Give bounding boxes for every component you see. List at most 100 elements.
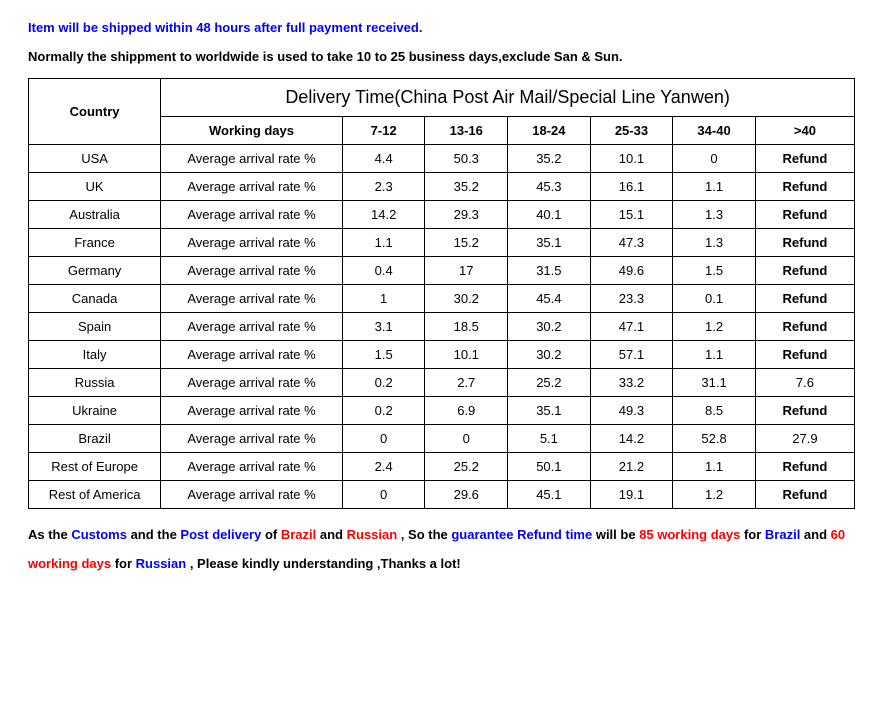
table-row: AustraliaAverage arrival rate %14.229.34… (29, 201, 855, 229)
table-row: FranceAverage arrival rate %1.115.235.14… (29, 229, 855, 257)
last-cell: Refund (755, 397, 854, 425)
value-cell: 6.9 (425, 397, 508, 425)
rate-label-cell: Average arrival rate % (161, 453, 343, 481)
table-title: Delivery Time(China Post Air Mail/Specia… (161, 79, 855, 117)
country-cell: UK (29, 173, 161, 201)
table-row: SpainAverage arrival rate %3.118.530.247… (29, 313, 855, 341)
rate-label-cell: Average arrival rate % (161, 201, 343, 229)
value-cell: 18.5 (425, 313, 508, 341)
value-cell: 52.8 (673, 425, 756, 453)
range-header: 34-40 (673, 117, 756, 145)
value-cell: 25.2 (508, 369, 591, 397)
range-header: >40 (755, 117, 854, 145)
working-days-label: Working days (161, 117, 343, 145)
value-cell: 1.2 (673, 313, 756, 341)
table-row: UKAverage arrival rate %2.335.245.316.11… (29, 173, 855, 201)
value-cell: 10.1 (425, 341, 508, 369)
value-cell: 30.2 (508, 341, 591, 369)
country-cell: Rest of Europe (29, 453, 161, 481)
last-cell: Refund (755, 453, 854, 481)
rate-label-cell: Average arrival rate % (161, 285, 343, 313)
value-cell: 30.2 (508, 313, 591, 341)
value-cell: 30.2 (425, 285, 508, 313)
delivery-table: Country Delivery Time(China Post Air Mai… (28, 78, 855, 509)
value-cell: 35.2 (425, 173, 508, 201)
value-cell: 0 (342, 481, 425, 509)
footer-segment: , So the (397, 527, 451, 542)
value-cell: 1.5 (673, 257, 756, 285)
footer-segment: guarantee Refund time (451, 527, 592, 542)
value-cell: 4.4 (342, 145, 425, 173)
last-cell: Refund (755, 313, 854, 341)
value-cell: 45.3 (508, 173, 591, 201)
rate-label-cell: Average arrival rate % (161, 229, 343, 257)
value-cell: 25.2 (425, 453, 508, 481)
footer-segment: will be (592, 527, 639, 542)
last-cell: Refund (755, 229, 854, 257)
country-cell: Australia (29, 201, 161, 229)
country-cell: Italy (29, 341, 161, 369)
last-cell: Refund (755, 481, 854, 509)
country-cell: Ukraine (29, 397, 161, 425)
table-row: UkraineAverage arrival rate %0.26.935.14… (29, 397, 855, 425)
country-cell: Germany (29, 257, 161, 285)
value-cell: 1.1 (673, 173, 756, 201)
intro-line-2: Normally the shippment to worldwide is u… (28, 49, 855, 64)
rate-label-cell: Average arrival rate % (161, 257, 343, 285)
footer-segment: for (740, 527, 765, 542)
range-header: 18-24 (508, 117, 591, 145)
last-cell: Refund (755, 285, 854, 313)
footer-segment: Post delivery (180, 527, 261, 542)
footer-segment: , Please kindly understanding ,Thanks a … (186, 556, 461, 571)
value-cell: 0 (425, 425, 508, 453)
rate-label-cell: Average arrival rate % (161, 173, 343, 201)
range-header: 13-16 (425, 117, 508, 145)
table-row: Rest of AmericaAverage arrival rate %029… (29, 481, 855, 509)
value-cell: 2.7 (425, 369, 508, 397)
last-cell: Refund (755, 145, 854, 173)
value-cell: 0 (673, 145, 756, 173)
value-cell: 10.1 (590, 145, 673, 173)
country-header: Country (29, 79, 161, 145)
value-cell: 40.1 (508, 201, 591, 229)
value-cell: 15.1 (590, 201, 673, 229)
rate-label-cell: Average arrival rate % (161, 341, 343, 369)
footer-note: As the Customs and the Post delivery of … (28, 521, 855, 578)
value-cell: 17 (425, 257, 508, 285)
value-cell: 49.3 (590, 397, 673, 425)
value-cell: 47.1 (590, 313, 673, 341)
footer-segment: Brazil (765, 527, 800, 542)
value-cell: 1.2 (673, 481, 756, 509)
table-row: ItalyAverage arrival rate %1.510.130.257… (29, 341, 855, 369)
value-cell: 0.1 (673, 285, 756, 313)
value-cell: 21.2 (590, 453, 673, 481)
value-cell: 0.2 (342, 369, 425, 397)
footer-segment: Brazil (281, 527, 316, 542)
value-cell: 15.2 (425, 229, 508, 257)
value-cell: 1.5 (342, 341, 425, 369)
value-cell: 50.1 (508, 453, 591, 481)
rate-label-cell: Average arrival rate % (161, 313, 343, 341)
value-cell: 1 (342, 285, 425, 313)
footer-segment: of (261, 527, 281, 542)
value-cell: 1.1 (673, 453, 756, 481)
value-cell: 8.5 (673, 397, 756, 425)
value-cell: 31.5 (508, 257, 591, 285)
rate-label-cell: Average arrival rate % (161, 397, 343, 425)
value-cell: 31.1 (673, 369, 756, 397)
footer-segment: Russian (136, 556, 187, 571)
value-cell: 23.3 (590, 285, 673, 313)
last-cell: 27.9 (755, 425, 854, 453)
value-cell: 57.1 (590, 341, 673, 369)
value-cell: 45.1 (508, 481, 591, 509)
country-cell: USA (29, 145, 161, 173)
value-cell: 5.1 (508, 425, 591, 453)
range-header: 7-12 (342, 117, 425, 145)
footer-segment: for (111, 556, 136, 571)
value-cell: 0 (342, 425, 425, 453)
value-cell: 2.4 (342, 453, 425, 481)
country-cell: France (29, 229, 161, 257)
value-cell: 14.2 (590, 425, 673, 453)
table-row: GermanyAverage arrival rate %0.41731.549… (29, 257, 855, 285)
country-cell: Russia (29, 369, 161, 397)
